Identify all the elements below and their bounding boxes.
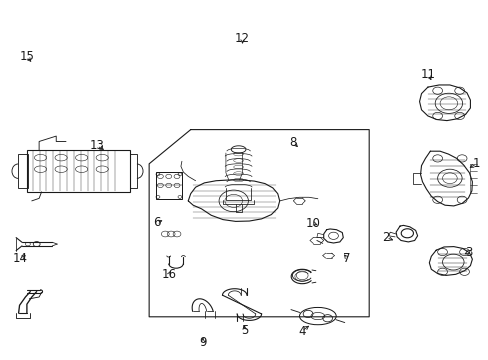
Text: 6: 6 xyxy=(152,216,160,229)
Text: 13: 13 xyxy=(89,139,104,152)
Text: 2: 2 xyxy=(382,231,389,244)
Text: 8: 8 xyxy=(289,136,297,149)
Text: 16: 16 xyxy=(162,268,176,281)
Text: 7: 7 xyxy=(343,252,350,265)
Text: 4: 4 xyxy=(297,325,305,338)
Text: 11: 11 xyxy=(420,68,435,81)
Text: 9: 9 xyxy=(199,336,206,348)
Text: 1: 1 xyxy=(472,157,480,170)
Text: 15: 15 xyxy=(20,50,34,63)
Bar xyxy=(27,150,129,192)
Text: 14: 14 xyxy=(13,252,28,265)
Bar xyxy=(129,154,137,188)
Bar xyxy=(155,172,182,199)
Text: 5: 5 xyxy=(240,324,248,337)
Text: 10: 10 xyxy=(305,217,320,230)
Bar xyxy=(18,154,28,188)
Text: 12: 12 xyxy=(235,32,249,45)
Text: 3: 3 xyxy=(464,246,471,258)
